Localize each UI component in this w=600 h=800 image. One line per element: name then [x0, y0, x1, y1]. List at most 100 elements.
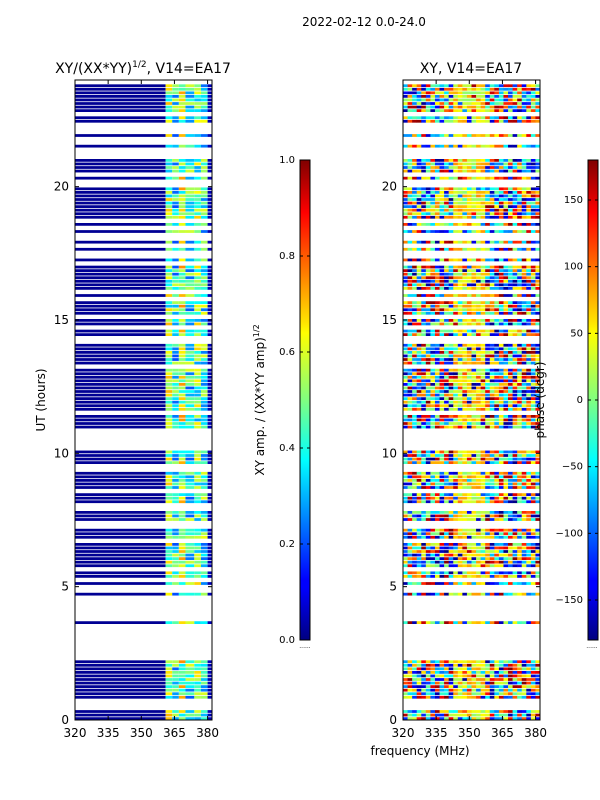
left-cell-r41-b3	[178, 571, 186, 575]
right-cell-r145-c16	[476, 201, 481, 205]
right-cell-r93-c27	[526, 386, 532, 390]
right-cell-r88-c2	[412, 404, 417, 408]
right-cell-r147-c3	[416, 194, 422, 198]
right-cell-r155-c11	[453, 166, 459, 169]
right-cell-r109-c11	[453, 329, 459, 333]
right-cell-r43-c24	[512, 564, 518, 568]
right-cell-r171-c5	[425, 109, 431, 112]
right-cell-r95-c3	[416, 379, 422, 383]
right-cell-r91-c3	[416, 393, 422, 397]
left-cell-r1-b6	[200, 713, 208, 717]
right-cell-r169-c14	[466, 116, 472, 120]
right-cell-r173-c18	[485, 102, 491, 105]
right-cell-r57-c15	[471, 514, 477, 518]
right-cell-r146-c2	[412, 198, 417, 201]
right-cell-r49-c1	[407, 543, 413, 546]
right-cell-r177-c4	[421, 87, 427, 91]
right-cell-r58-c6	[430, 511, 436, 514]
right-cell-r101-c15	[471, 358, 477, 361]
right-cell-r2-c6	[430, 710, 436, 713]
right-cell-r137-c9	[444, 230, 449, 233]
right-cell-r73-c27	[526, 457, 532, 461]
left-cell-r171-b0	[75, 109, 166, 112]
right-cell-r85-c2	[412, 415, 417, 418]
left-cell-r117-b7	[207, 301, 212, 304]
right-cell-r89-c28	[530, 400, 536, 404]
right-cell-r82-c29	[535, 425, 540, 429]
right-cell-r121-c25	[517, 287, 523, 290]
right-cell-r65-c7	[434, 486, 440, 489]
right-cell-r46-c24	[512, 553, 518, 557]
right-cell-r83-c10	[448, 422, 454, 425]
right-cell-r65-c3	[416, 486, 422, 489]
right-cell-r178-c17	[480, 84, 486, 88]
right-cell-r114-c15	[471, 311, 477, 315]
left-cell-r9-b2	[172, 685, 179, 688]
right-cell-r109-c6	[430, 329, 436, 333]
left-cell-r143-b5	[194, 208, 201, 212]
right-cell-r1-c19	[489, 713, 495, 717]
right-cell-r100-c14	[466, 361, 472, 365]
left-cell-r114-b6	[200, 311, 208, 315]
right-cell-r97-c1	[407, 372, 413, 376]
right-cell-r105-c12	[457, 343, 463, 347]
right-cell-r134-c25	[517, 240, 523, 244]
right-cell-r173-c14	[466, 102, 472, 105]
left-cell-r72-b7	[207, 461, 212, 464]
right-cell-r100-c24	[512, 361, 518, 365]
right-cell-r1-c18	[485, 713, 491, 717]
right-cell-r41-c10	[448, 571, 454, 575]
right-cell-r139-c29	[535, 223, 540, 226]
right-cell-r152-c15	[471, 176, 477, 180]
right-cell-r0-c20	[494, 717, 500, 720]
right-cell-r56-c25	[517, 518, 523, 521]
left-cell-r91-b5	[194, 393, 201, 397]
right-cell-r148-c13	[462, 191, 468, 194]
right-cell-r10-c28	[530, 681, 536, 685]
right-cell-r124-c17	[480, 276, 486, 280]
right-cell-r10-c17	[480, 681, 486, 685]
right-cell-r9-c13	[462, 685, 468, 688]
left-cell-r7-b6	[200, 692, 208, 696]
right-cell-r83-c9	[444, 422, 449, 425]
right-cell-r145-c10	[448, 201, 454, 205]
right-cell-r45-c18	[485, 557, 491, 560]
left-cell-r90-b6	[200, 397, 208, 400]
left-cell-r66-b0	[75, 482, 166, 486]
right-cell-r134-c29	[535, 240, 540, 244]
right-cell-r75-c20	[494, 450, 500, 454]
right-cell-r156-c29	[535, 162, 540, 166]
right-cell-r132-c7	[434, 247, 440, 251]
left-cell-r93-b4	[185, 386, 195, 390]
left-cell-r157-b2	[172, 159, 179, 162]
left-cell-r161-b1	[165, 144, 173, 148]
right-cell-r134-c24	[512, 240, 518, 244]
right-cell-r62-c12	[457, 496, 463, 500]
right-cell-r143-c14	[466, 208, 472, 212]
right-cell-r87-c17	[480, 407, 486, 411]
right-cell-r144-c22	[503, 205, 509, 208]
right-cell-r173-c17	[480, 102, 486, 105]
right-cell-r174-c21	[498, 98, 504, 102]
right-cell-r164-c7	[434, 134, 440, 137]
right-cell-r65-c12	[457, 486, 463, 489]
left-cell-r65-b3	[178, 486, 186, 489]
right-cell-r53-c18	[485, 528, 491, 532]
right-cell-r65-c17	[480, 486, 486, 489]
right-cell-r117-c6	[430, 301, 436, 304]
right-cell-r88-c21	[498, 404, 504, 408]
right-cell-r139-c14	[466, 223, 472, 226]
right-cell-r82-c22	[503, 425, 509, 429]
right-cell-r147-c9	[444, 194, 449, 198]
left-cell-r152-b0	[75, 176, 166, 180]
right-cell-r49-c0	[403, 543, 408, 546]
right-cell-r14-c11	[453, 667, 459, 671]
right-cell-r174-c5	[425, 98, 431, 102]
right-cell-r66-c10	[448, 482, 454, 486]
left-cell-r7-b7	[207, 692, 212, 696]
right-cell-r51-c29	[535, 535, 540, 539]
left-cell-r47-b7	[207, 550, 212, 553]
right-cell-r174-c29	[535, 98, 540, 102]
right-cell-r10-c4	[421, 681, 427, 685]
right-cell-r98-c26	[521, 368, 527, 372]
